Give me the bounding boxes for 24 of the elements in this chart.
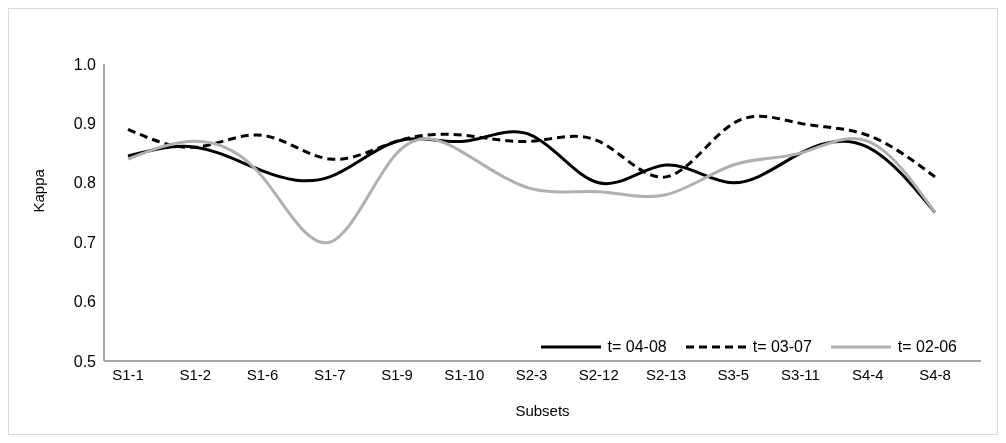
y-tick-label: 0.8	[73, 174, 97, 192]
y-axis-title: Kappa	[30, 168, 48, 213]
x-tick-label: S1-9	[381, 365, 413, 383]
x-tick-label: S2-3	[515, 365, 548, 383]
legend-label: t= 04-08	[607, 338, 667, 356]
x-tick-label: S4-8	[919, 365, 951, 383]
y-tick-label: 1.0	[73, 55, 97, 73]
y-tick-label: 0.7	[73, 233, 97, 251]
x-tick-label: S1-10	[444, 365, 485, 383]
y-tick-label: 0.9	[73, 115, 97, 133]
x-axis-title: Subsets	[515, 402, 570, 419]
legend-label: t= 03-07	[752, 338, 812, 356]
x-tick-label: S2-13	[645, 365, 687, 383]
x-tick-label: S1-2	[179, 365, 212, 383]
legend-label: t= 02-06	[897, 338, 957, 356]
y-tick-label: 0.6	[73, 293, 97, 311]
x-tick-label: S3-5	[717, 365, 750, 383]
x-tick-label: S1-7	[313, 365, 346, 383]
x-tick-label: S1-6	[246, 365, 279, 383]
x-tick-label: S3-11	[781, 365, 820, 383]
y-tick-label: 0.5	[73, 352, 97, 370]
x-tick-label: S4-4	[851, 365, 884, 383]
x-tick-label: S2-12	[578, 365, 619, 383]
x-tick-label: S1-1	[112, 365, 144, 383]
